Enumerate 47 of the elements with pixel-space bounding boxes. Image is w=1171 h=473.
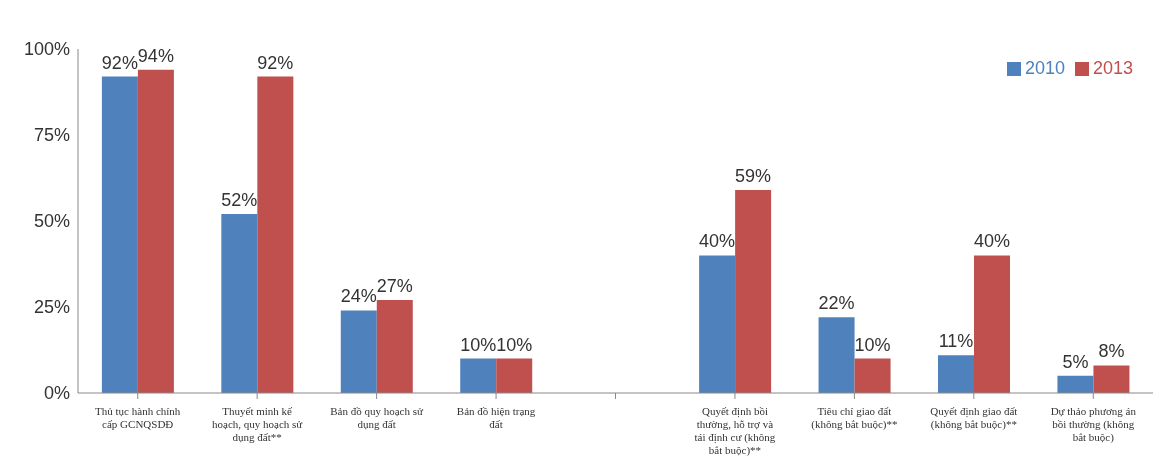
legend-label: 2010 — [1024, 58, 1065, 78]
bar — [735, 190, 772, 393]
x-tick-label: Thủ tục hành chính cấp GCNQSDĐ — [95, 405, 181, 430]
bar — [974, 255, 1010, 393]
bar — [137, 69, 174, 393]
data-label: 8% — [1098, 341, 1125, 362]
bar — [818, 317, 855, 393]
data-label: 11% — [938, 331, 974, 352]
data-label: 92% — [257, 52, 294, 73]
bar — [1093, 365, 1130, 393]
x-tick-label: Thuyết minh kế hoạch, quy hoạch sử dụng đất** — [212, 405, 304, 443]
data-label: 22% — [818, 293, 855, 314]
legend-label: 2013 — [1092, 58, 1133, 78]
y-tick-label: 75% — [33, 125, 70, 146]
x-tick-label: Tiêu chí giao đất (không bắt buộc)** — [811, 405, 898, 431]
bar — [460, 358, 497, 393]
bar — [496, 358, 533, 393]
bar — [854, 358, 891, 393]
data-label: 27% — [376, 276, 413, 297]
data-label: 40% — [973, 231, 1011, 252]
x-tick-label: Quyết định bồi thường, hỗ trợ và tái định cư (không bắt buộc)** — [694, 405, 776, 457]
y-tick-label: 25% — [33, 297, 70, 318]
bar — [938, 355, 974, 393]
y-tick-label: 0% — [43, 383, 70, 404]
data-label: 40% — [699, 231, 736, 252]
bar — [340, 310, 377, 393]
data-label: 94% — [137, 45, 174, 66]
data-label: 10% — [854, 334, 891, 355]
data-label: 5% — [1062, 351, 1089, 372]
bar — [257, 76, 294, 393]
data-label: 10% — [460, 334, 497, 355]
data-label: 52% — [221, 190, 258, 211]
bar — [376, 300, 413, 393]
x-tick-label: Bản đồ hiện trạng đất — [456, 405, 536, 430]
y-tick-label: 100% — [23, 39, 70, 60]
y-tick-label: 50% — [33, 211, 70, 232]
data-label: 92% — [101, 52, 138, 73]
data-label: 24% — [340, 286, 377, 307]
data-label: 10% — [496, 334, 533, 355]
bar — [699, 255, 736, 393]
x-tick-label: Dự thảo phương án bồi thường (không bắt buộc) — [1050, 405, 1137, 444]
x-tick-label: Quyết định giao đất (không bắt buộc)** — [930, 405, 1018, 431]
bar — [221, 214, 258, 393]
x-tick-label: Bản đồ quy hoạch sử dụng đất — [330, 405, 425, 430]
bar — [101, 76, 138, 393]
bar — [1057, 375, 1094, 393]
data-label: 59% — [735, 166, 772, 187]
